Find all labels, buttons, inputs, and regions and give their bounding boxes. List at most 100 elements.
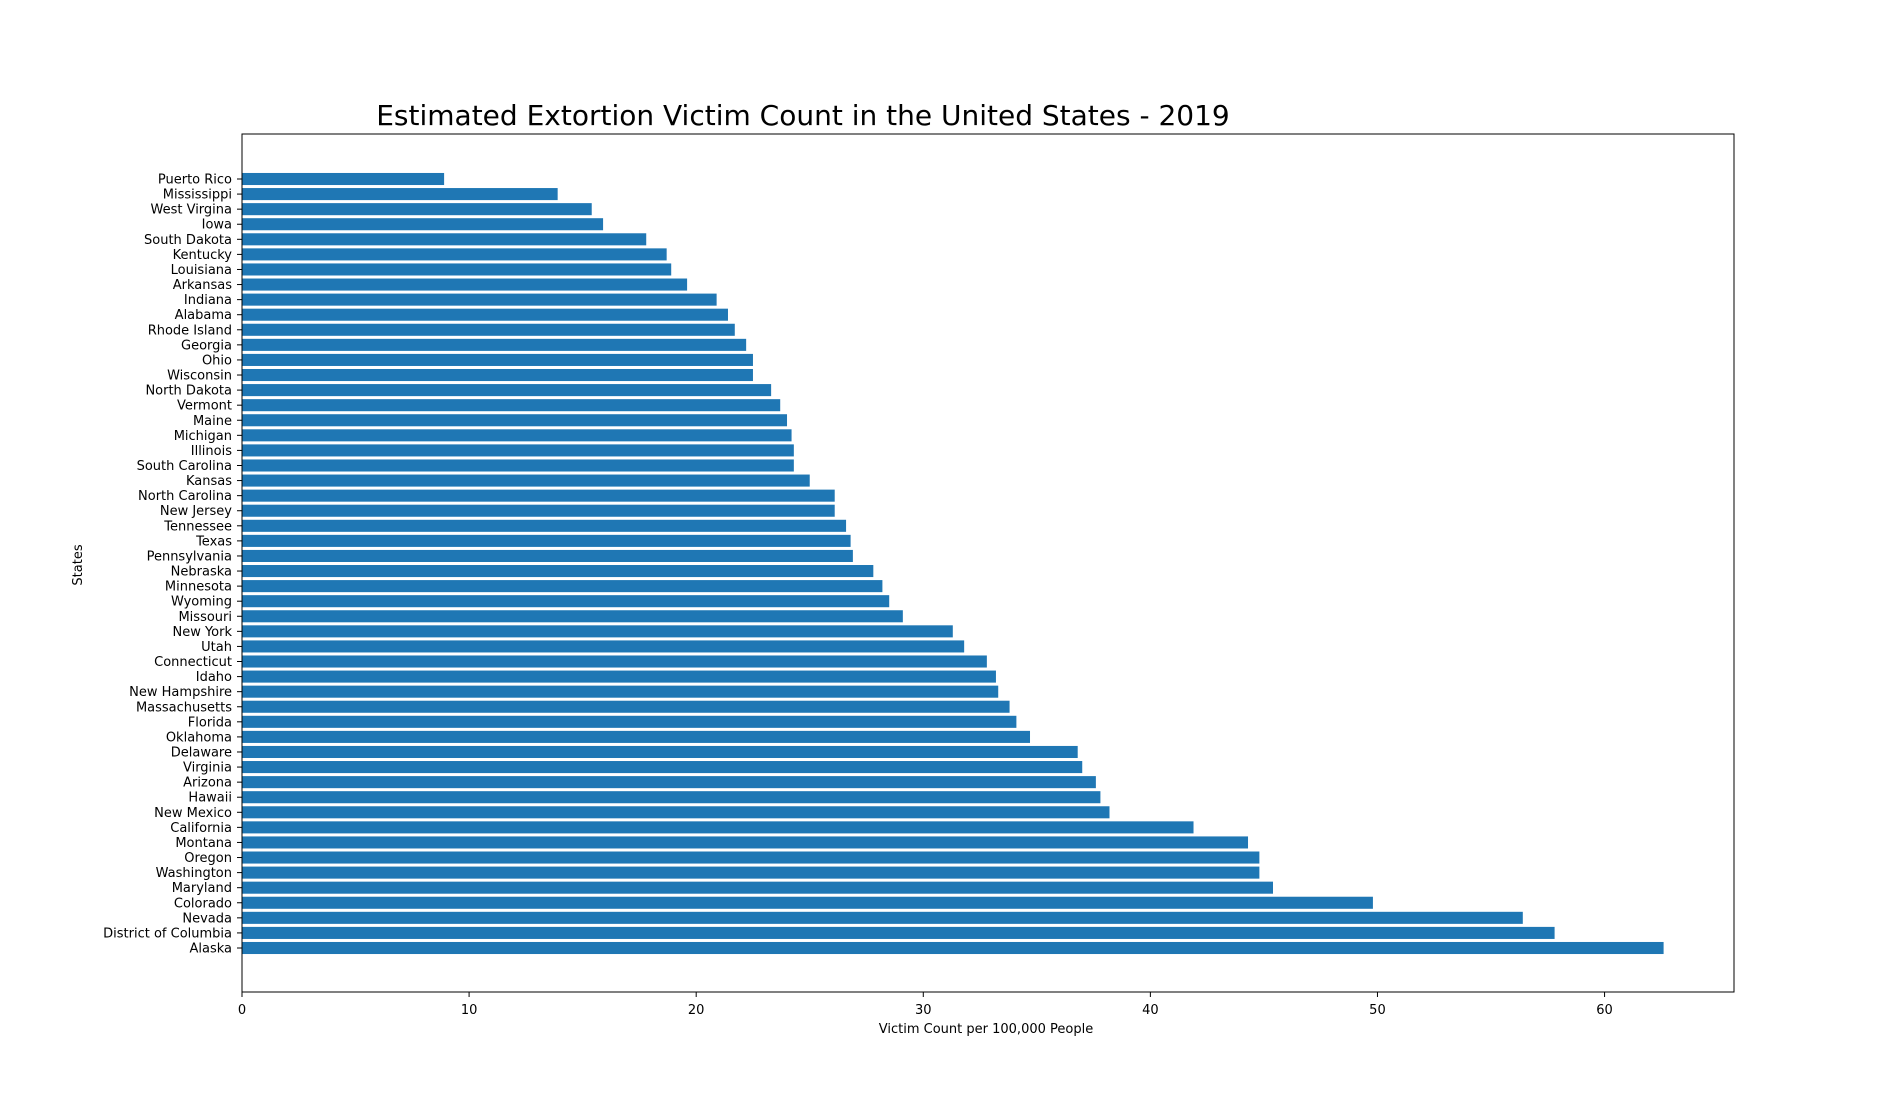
- bar-north-carolina: [242, 489, 835, 502]
- y-tick-label-louisiana: Louisiana: [171, 263, 232, 278]
- x-tick-label-20: 20: [688, 1003, 705, 1018]
- y-tick-label-wisconsin: Wisconsin: [167, 369, 232, 384]
- x-tick-label-0: 0: [238, 1003, 246, 1018]
- y-tick-label-michigan: Michigan: [174, 429, 232, 444]
- bar-kansas: [242, 474, 810, 487]
- bar-iowa: [242, 218, 604, 231]
- bar-florida: [242, 715, 1017, 728]
- bar-montana: [242, 836, 1249, 849]
- y-tick-label-maryland: Maryland: [172, 881, 232, 896]
- y-axis-label: States: [71, 544, 86, 585]
- bar-district-of-columbia: [242, 926, 1555, 939]
- bar-north-dakota: [242, 384, 772, 397]
- bar-south-carolina: [242, 459, 794, 472]
- bar-pennsylvania: [242, 549, 853, 562]
- bar-new-jersey: [242, 504, 835, 517]
- y-tick-label-idaho: Idaho: [196, 670, 232, 685]
- y-tick-label-florida: Florida: [188, 715, 232, 730]
- y-tick-label-maine: Maine: [193, 414, 232, 429]
- bar-utah: [242, 640, 965, 653]
- y-tick-label-puerto-rico: Puerto Rico: [158, 173, 232, 188]
- y-tick-label-alabama: Alabama: [175, 308, 232, 323]
- x-axis-ticks: 0 10 20 30 40 50 60: [238, 992, 1613, 1018]
- y-tick-label-new-mexico: New Mexico: [154, 806, 232, 821]
- y-tick-label-kansas: Kansas: [186, 474, 232, 489]
- y-tick-label-new-hampshire: New Hampshire: [129, 685, 232, 700]
- y-tick-label-vermont: Vermont: [177, 399, 232, 414]
- y-tick-label-utah: Utah: [201, 640, 232, 655]
- y-tick-label-south-carolina: South Carolina: [137, 459, 232, 474]
- x-tick-label-30: 30: [915, 1003, 932, 1018]
- bar-indiana: [242, 293, 717, 306]
- bar-ohio: [242, 353, 753, 366]
- x-tick-label-50: 50: [1369, 1003, 1386, 1018]
- y-tick-label-colorado: Colorado: [174, 896, 232, 911]
- bar-texas: [242, 534, 851, 547]
- bar-virginia: [242, 761, 1083, 774]
- bar-illinois: [242, 444, 794, 457]
- plot-frame: [241, 133, 1735, 993]
- y-tick-label-wyoming: Wyoming: [171, 595, 232, 610]
- y-tick-label-washington: Washington: [156, 866, 232, 881]
- x-tick-label-10: 10: [461, 1003, 478, 1018]
- y-tick-label-california: California: [170, 821, 232, 836]
- bar-washington: [242, 866, 1260, 879]
- y-tick-label-ohio: Ohio: [202, 353, 232, 368]
- y-tick-label-delaware: Delaware: [171, 745, 232, 760]
- bar-arizona: [242, 776, 1096, 789]
- y-tick-label-north-dakota: North Dakota: [145, 384, 232, 399]
- bar-oklahoma: [242, 730, 1031, 743]
- bar-nevada: [242, 911, 1523, 924]
- y-tick-label-arkansas: Arkansas: [173, 278, 232, 293]
- y-tick-label-connecticut: Connecticut: [154, 655, 232, 670]
- y-tick-label-mississippi: Mississippi: [163, 188, 232, 203]
- bar-wyoming: [242, 595, 890, 608]
- y-tick-label-indiana: Indiana: [184, 293, 232, 308]
- y-tick-label-illinois: Illinois: [191, 444, 232, 459]
- bar-wisconsin: [242, 368, 753, 382]
- bar-maine: [242, 414, 788, 427]
- bar-california: [242, 821, 1194, 834]
- bar-west-virgina: [242, 203, 592, 216]
- bar-new-york: [242, 625, 953, 638]
- bar-louisiana: [242, 263, 672, 276]
- bar-minnesota: [242, 580, 883, 593]
- y-tick-label-massachusetts: Massachusetts: [136, 700, 232, 715]
- bar-maryland: [242, 881, 1273, 894]
- y-tick-label-arizona: Arizona: [183, 776, 232, 791]
- bar-alaska: [242, 941, 1664, 955]
- x-tick-label-60: 60: [1596, 1003, 1613, 1018]
- bar-hawaii: [242, 791, 1101, 804]
- bar-vermont: [242, 399, 781, 412]
- y-tick-label-missouri: Missouri: [178, 610, 232, 625]
- y-tick-label-south-dakota: South Dakota: [144, 233, 232, 248]
- bar-colorado: [242, 896, 1373, 909]
- x-tick-label-40: 40: [1142, 1003, 1159, 1018]
- y-tick-label-minnesota: Minnesota: [165, 580, 232, 595]
- y-tick-label-georgia: Georgia: [181, 338, 232, 353]
- y-tick-label-iowa: Iowa: [202, 218, 232, 233]
- bar-alabama: [242, 308, 728, 321]
- bar-missouri: [242, 610, 903, 623]
- y-tick-label-west-virgina: West Virgina: [151, 203, 233, 218]
- y-tick-label-nebraska: Nebraska: [171, 565, 232, 580]
- bar-connecticut: [242, 655, 987, 668]
- bar-idaho: [242, 670, 996, 683]
- bar-mississippi: [242, 188, 558, 201]
- y-tick-label-oregon: Oregon: [184, 851, 232, 866]
- bar-georgia: [242, 338, 747, 351]
- y-tick-label-alaska: Alaska: [189, 942, 232, 957]
- bar-new-hampshire: [242, 685, 999, 698]
- y-tick-label-new-jersey: New Jersey: [160, 504, 232, 519]
- bar-arkansas: [242, 278, 688, 291]
- bar-oregon: [242, 851, 1260, 864]
- chart-title: Estimated Extortion Victim Count in the …: [376, 99, 1230, 132]
- y-tick-label-tennessee: Tennessee: [163, 519, 232, 534]
- bar-rhode-island: [242, 323, 735, 336]
- bar-delaware: [242, 745, 1078, 759]
- bar-kentucky: [242, 248, 667, 261]
- y-tick-label-new-york: New York: [172, 625, 232, 640]
